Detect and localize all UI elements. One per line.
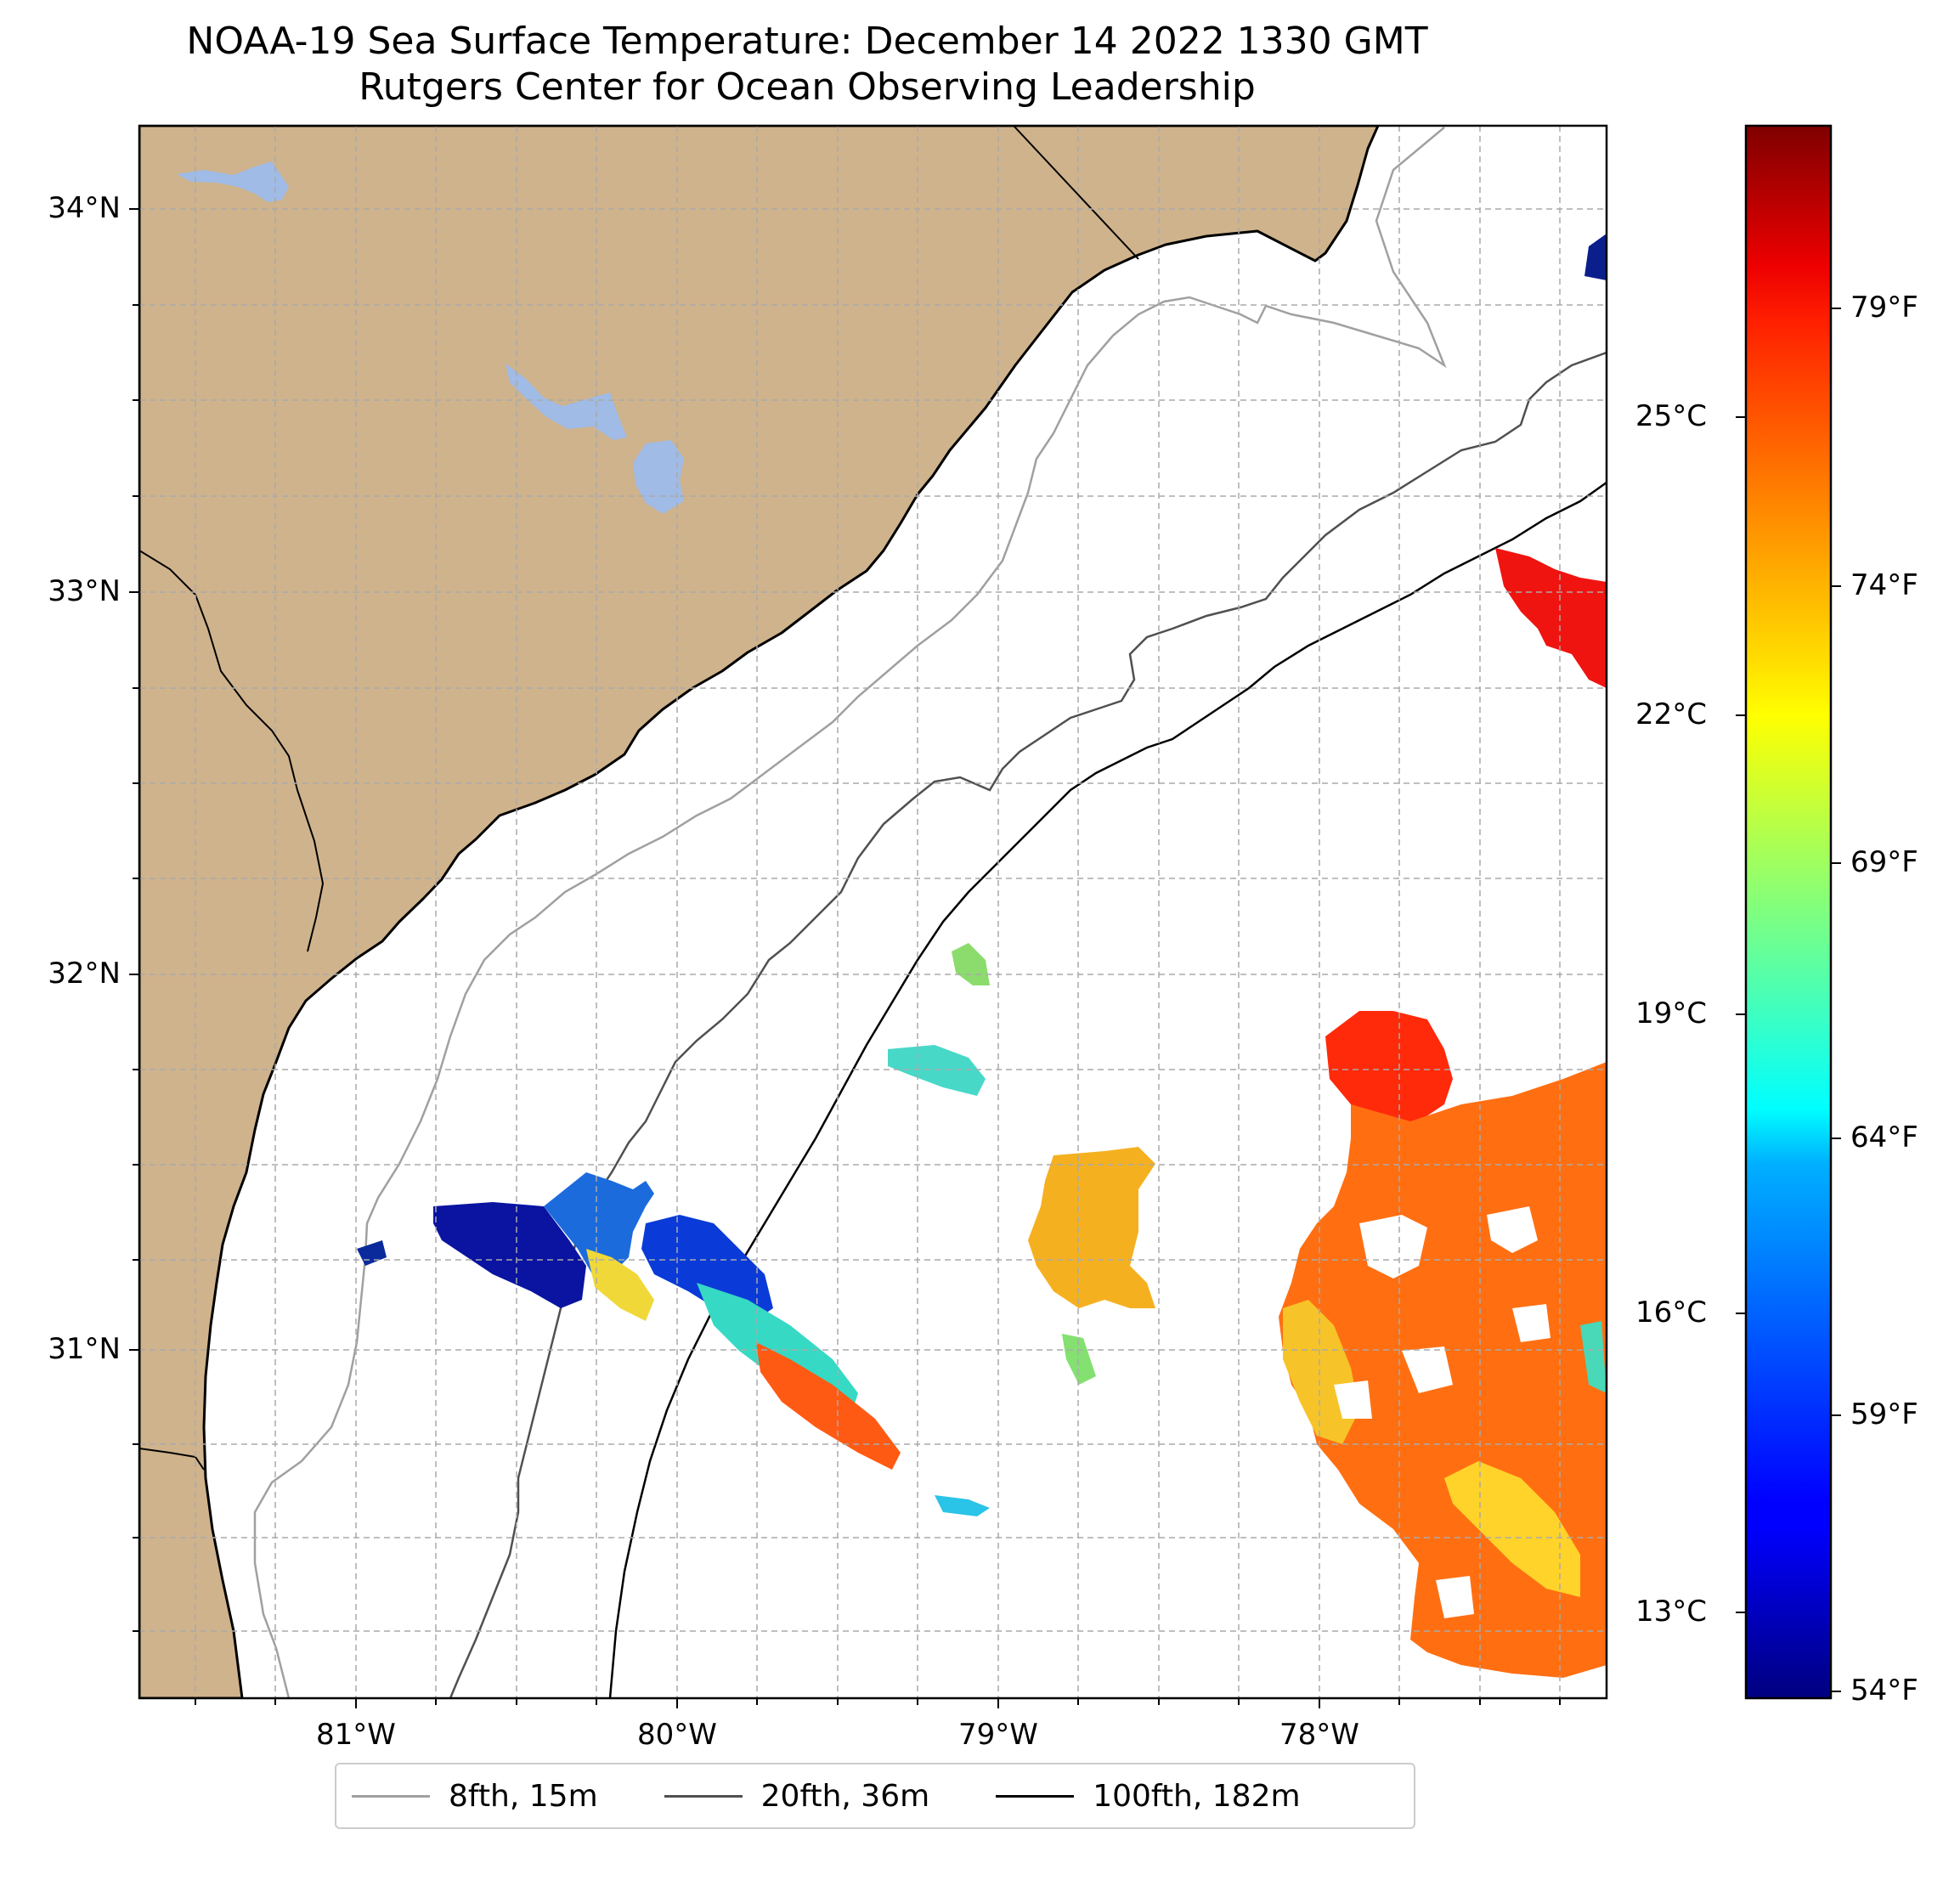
colorbar-label-74f: 74°F — [1850, 568, 1918, 602]
colorbar-label-59f: 59°F — [1850, 1397, 1918, 1431]
legend-item-20fth: 20fth, 36m — [664, 1778, 930, 1814]
contour-8fth — [253, 127, 1447, 1698]
lake-marion — [506, 364, 627, 440]
legend-label: 100fth, 182m — [1093, 1778, 1301, 1814]
colorbar-label-64f: 64°F — [1850, 1121, 1918, 1155]
cloud-gap — [1512, 1304, 1550, 1342]
sst-patch-offshore-yellow — [1028, 1147, 1155, 1308]
state-border — [1013, 126, 1139, 260]
sst-patch-ne-red — [1495, 548, 1607, 688]
chart-title: NOAA-19 Sea Surface Temperature: Decembe… — [0, 19, 1614, 110]
contour-20fth — [449, 351, 1607, 1698]
sst-patch-inshore-mixed — [544, 1172, 654, 1279]
map-area — [139, 126, 1607, 1698]
lon-label-79: 79°W — [958, 1718, 1038, 1752]
colorbar-label-54f: 54°F — [1850, 1674, 1918, 1708]
lon-label-81: 81°W — [316, 1718, 396, 1752]
colorbar — [1744, 124, 1833, 1700]
lake-north — [177, 161, 289, 202]
legend-swatch — [352, 1794, 430, 1798]
legend-label: 8fth, 15m — [449, 1778, 598, 1814]
axis-ticks — [129, 208, 1561, 1708]
map-frame — [138, 124, 1608, 1700]
sst-patch-east-yellow2 — [1444, 1461, 1580, 1597]
sst-patch-offshore-green — [1062, 1334, 1096, 1385]
cloud-gap — [1487, 1206, 1538, 1253]
colorbar-ticks — [1736, 308, 1841, 1692]
state-border-south — [139, 1448, 205, 1471]
sst-patch-inshore-cold — [433, 1202, 586, 1308]
land-mass — [139, 126, 1380, 1698]
colorbar-label-16c: 16°C — [1635, 1296, 1708, 1330]
legend-label: 20fth, 36m — [760, 1778, 930, 1814]
lat-label-33: 33°N — [48, 574, 121, 608]
sst-patch-plume-warm — [756, 1342, 901, 1470]
sst-patch-mid-cyan — [888, 1045, 986, 1096]
sst-patch-ne-cold — [1584, 234, 1607, 280]
colorbar-label-25c: 25°C — [1635, 399, 1708, 433]
sst-patch-plume-yellow — [586, 1249, 654, 1321]
lat-label-34: 34°N — [48, 191, 121, 225]
legend-item-8fth: 8fth, 15m — [352, 1779, 598, 1814]
lat-label-32: 32°N — [48, 957, 121, 991]
cloud-gap — [1334, 1380, 1372, 1419]
colorbar-label-22c: 22°C — [1635, 697, 1708, 731]
colorbar-label-13c: 13°C — [1635, 1595, 1708, 1629]
gridlines — [139, 126, 1607, 1698]
legend-swatch — [664, 1794, 743, 1798]
legend: 8fth, 15m 20fth, 36m 100fth, 182m — [335, 1763, 1415, 1829]
lon-label-78: 78°W — [1279, 1718, 1359, 1752]
cloud-gap — [1436, 1576, 1474, 1618]
sst-patch-east-edge-cyan — [1580, 1321, 1607, 1393]
contour-100fth — [608, 481, 1607, 1698]
lat-label-31: 31°N — [48, 1332, 121, 1366]
legend-item-100fth: 100fth, 182m — [996, 1778, 1301, 1814]
sst-patch-east-red-top — [1325, 1011, 1453, 1130]
cloud-gap — [1359, 1215, 1427, 1279]
legend-swatch — [996, 1794, 1075, 1798]
cloud-gaps — [1334, 1206, 1550, 1618]
colorbar-label-19c: 19°C — [1635, 996, 1708, 1030]
sst-patch-mid-small — [935, 1495, 990, 1516]
lon-label-80: 80°W — [637, 1718, 717, 1752]
cloud-gap — [1402, 1346, 1453, 1393]
title-line-1: NOAA-19 Sea Surface Temperature: Decembe… — [186, 20, 1428, 63]
colorbar-label-79f: 79°F — [1850, 291, 1918, 325]
colorbar-label-69f: 69°F — [1850, 845, 1918, 879]
state-border-sc-ga — [139, 550, 325, 952]
title-line-2: Rutgers Center for Ocean Observing Leade… — [359, 65, 1256, 109]
